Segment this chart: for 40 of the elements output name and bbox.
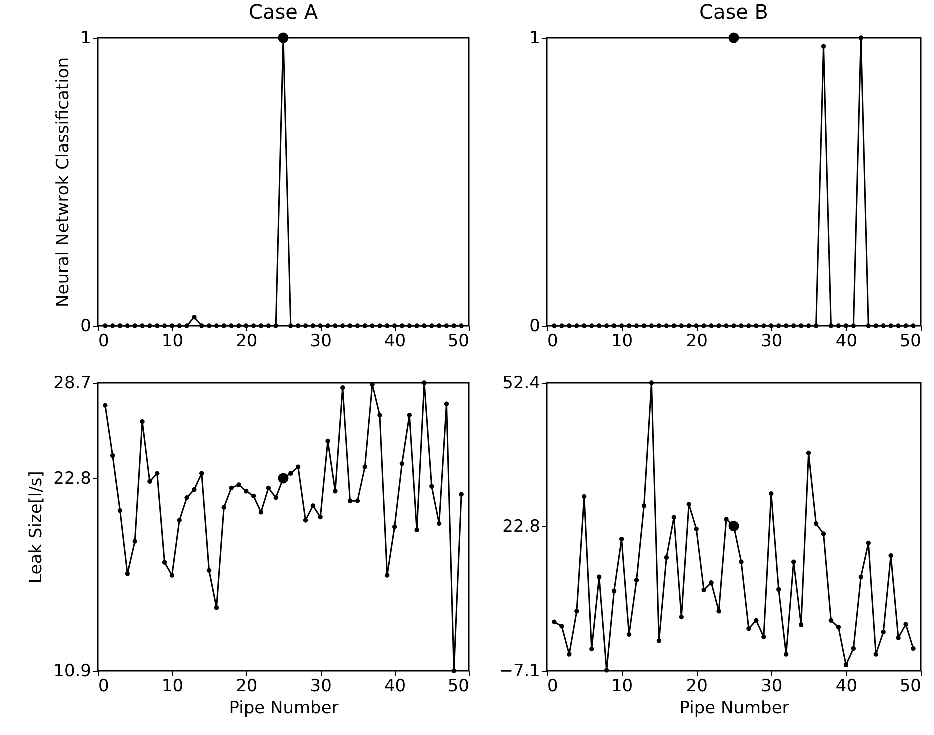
y-tick-label: −7.1 [499, 662, 540, 682]
x-tick-label: 0 [548, 676, 558, 696]
x-tick-label: 40 [836, 676, 858, 696]
y-tick-label: 22.8 [54, 468, 92, 489]
x-axis-title: Pipe Number [229, 698, 339, 718]
x-tick-label: 20 [236, 332, 258, 352]
x-tick-label: 40 [836, 332, 858, 352]
y-tick-label: 52.4 [502, 374, 540, 394]
x-tick-label: 30 [761, 676, 783, 696]
x-tick-label: 0 [548, 332, 558, 352]
x-tick-label: 20 [686, 332, 708, 352]
chart-title: Case A [249, 0, 318, 24]
x-tick-label: 10 [162, 676, 184, 696]
y-tick-label: 22.8 [502, 516, 540, 537]
x-tick-label: 40 [384, 676, 406, 696]
y-tick-label: 10.9 [54, 662, 92, 682]
y-tick-label: 0 [530, 316, 540, 336]
x-tick-label: 10 [611, 676, 634, 696]
y-tick-label: 28.7 [54, 374, 92, 394]
x-tick-label: 20 [686, 676, 708, 696]
y-tick-label: 1 [80, 28, 92, 48]
x-tick-label: 50 [448, 332, 470, 352]
x-axis-title: Pipe Number [680, 698, 790, 718]
x-tick-label: 50 [900, 332, 922, 352]
x-tick-label: 30 [761, 332, 783, 352]
y-axis-title: Neural Netwrok Classification [54, 58, 74, 308]
x-tick-label: 30 [310, 676, 332, 696]
x-tick-label: 10 [611, 332, 634, 352]
x-tick-label: 0 [98, 332, 110, 352]
chart-title: Case B [699, 0, 769, 24]
x-tick-label: 30 [310, 332, 332, 352]
x-tick-label: 40 [384, 332, 406, 352]
x-tick-label: 50 [448, 676, 470, 696]
x-tick-label: 0 [98, 676, 110, 696]
y-axis-title: Leak Size[l/s] [26, 471, 47, 584]
y-tick-label: 0 [80, 316, 92, 336]
y-tick-label: 1 [530, 28, 540, 48]
x-tick-label: 10 [162, 332, 184, 352]
x-tick-label: 50 [900, 676, 922, 696]
x-tick-label: 20 [236, 676, 258, 696]
